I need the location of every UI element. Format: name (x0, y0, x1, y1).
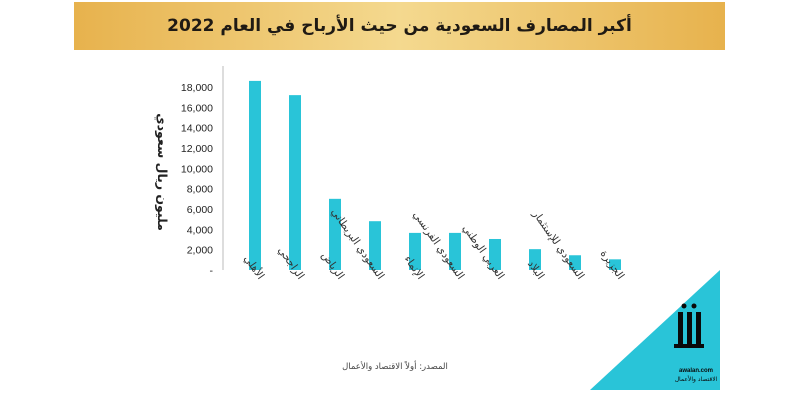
logo-url: awalan.com (678, 368, 713, 374)
y-tick-label: 6,000 (187, 204, 213, 216)
y-tick-label: 14,000 (181, 123, 213, 135)
bars (249, 80, 621, 271)
bar (489, 238, 501, 270)
source-note: المصدر: أولاً الاقتصاد والأعمال (342, 362, 448, 372)
chart-title: أكبر المصارف السعودية من حيث الأرباح في … (167, 16, 632, 36)
y-tick-label: 16,000 (181, 102, 213, 114)
y-tick-label: 2,000 (187, 245, 213, 257)
y-tick-label: 8,000 (187, 184, 213, 196)
category-label: الأهلي (241, 252, 267, 281)
y-tick-label: 18,000 (181, 82, 213, 94)
title-banner: أكبر المصارف السعودية من حيث الأرباح في … (74, 2, 725, 50)
bar (369, 221, 381, 270)
y-axis-label: مليون ريال سعودي (155, 113, 170, 231)
bar (329, 198, 341, 270)
bar (289, 95, 301, 270)
logo-corner-triangle (590, 270, 720, 390)
y-tick-label: 10,000 (181, 163, 213, 175)
bar (249, 80, 261, 271)
bar (569, 255, 581, 270)
category-label: الإنماء (402, 254, 427, 282)
y-tick-label: - (210, 265, 214, 277)
y-tick-label: 12,000 (181, 143, 213, 155)
logo-background (590, 270, 720, 390)
category-label: البلاد (525, 258, 546, 281)
y-tick-labels: - 2,000 4,000 6,000 8,000 10,000 12,000 14,000 1… (181, 82, 214, 277)
bar (449, 232, 461, 270)
category-label: الرياض (319, 250, 346, 282)
bar (529, 249, 541, 270)
logo-tagline: الاقتصاد والأعمال (674, 376, 718, 383)
bar (409, 232, 421, 270)
y-tick-label: 4,000 (187, 224, 213, 236)
awalan-logo-icon (674, 303, 704, 348)
bar (609, 259, 621, 270)
